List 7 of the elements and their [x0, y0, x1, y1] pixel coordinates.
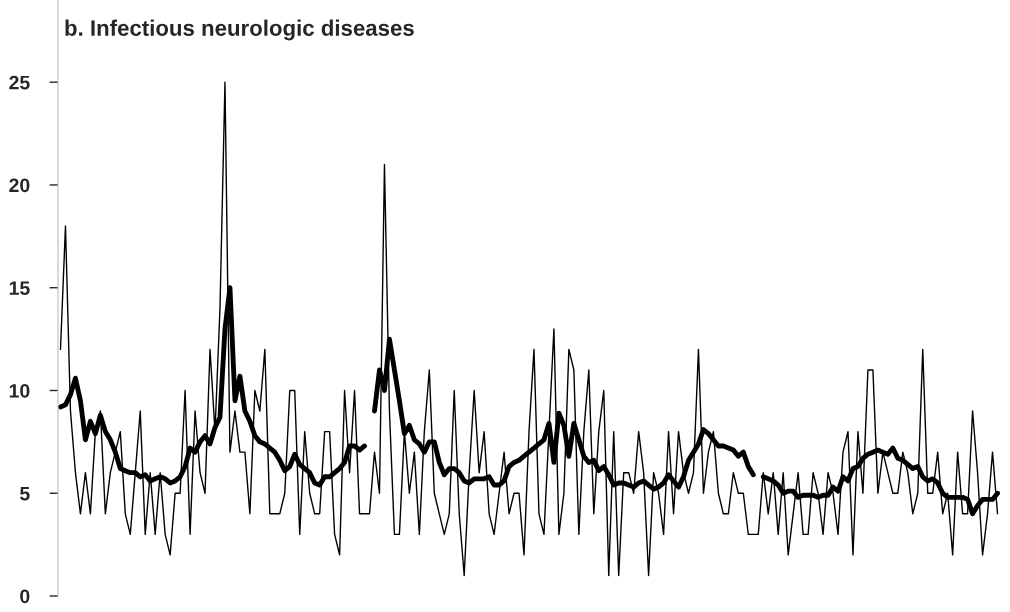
- y-tick-label: 15: [9, 281, 30, 295]
- y-tick-label: 0: [20, 589, 30, 604]
- text: b. Infectious neurologic diseases: [65, 19, 414, 41]
- y-tick-label: 10: [9, 383, 30, 398]
- y-tick-label: 5: [20, 486, 30, 501]
- y-tick-label: 25: [9, 75, 30, 90]
- y-tick-label: 20: [9, 178, 30, 193]
